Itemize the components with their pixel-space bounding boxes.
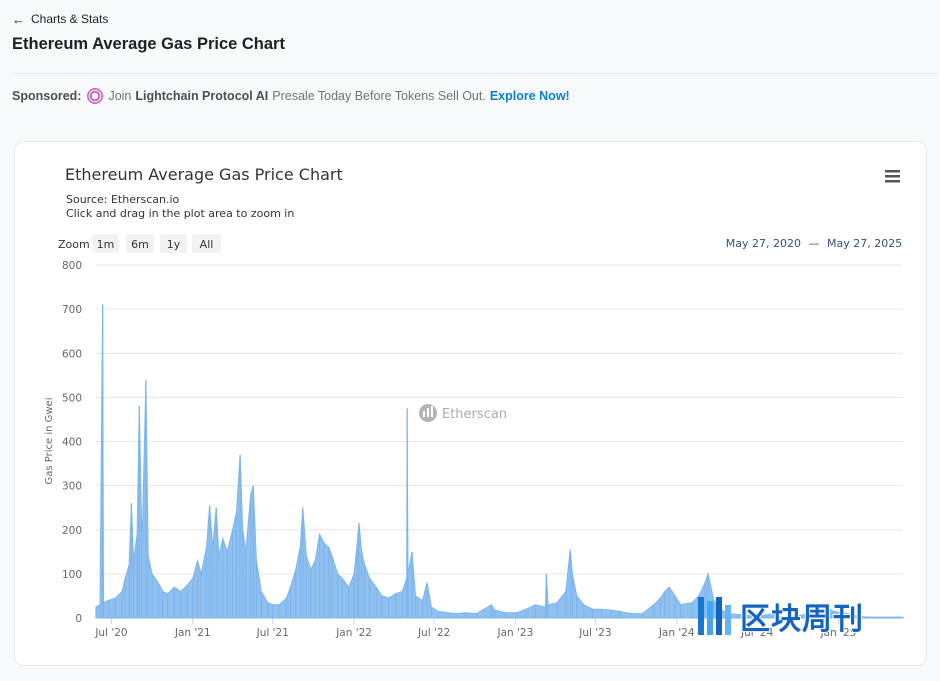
overlay-text: 区块周刊 — [739, 601, 864, 638]
x-tick-label: Jan '25 — [820, 627, 857, 639]
y-tick-label: 100 — [62, 569, 82, 581]
overlay-logo-icon — [690, 593, 736, 639]
zoom-6m-label: 6m — [131, 238, 149, 251]
y-tick-label: 0 — [75, 613, 82, 625]
hamburger-menu-icon — [885, 170, 900, 183]
gas-price-chart[interactable]: Ethereum Average Gas Price Chart Source:… — [15, 142, 926, 665]
watermark-text: Etherscan — [442, 407, 507, 422]
series-area — [95, 304, 904, 619]
arrow-left-icon: ← — [12, 11, 25, 27]
y-tick-label: 800 — [62, 260, 82, 272]
y-axis-title: Gas Price in Gwei — [44, 398, 55, 485]
y-tick-label: 600 — [62, 348, 82, 360]
x-tick-label: Jul '22 — [417, 627, 450, 639]
y-tick-label: 400 — [62, 437, 82, 449]
x-tick-label: Jan '22 — [335, 627, 372, 639]
zoom-button-6m[interactable]: 6m — [126, 234, 154, 253]
y-axis-ticks: 0 100 200 300 400 500 600 700 800 — [62, 260, 82, 625]
back-link-label: Charts & Stats — [31, 12, 109, 26]
y-tick-label: 300 — [62, 481, 82, 493]
x-tick-label: Jul '23 — [578, 627, 611, 639]
x-tick-label: Jul '20 — [94, 627, 127, 639]
explore-now-link[interactable]: Explore Now! — [489, 89, 570, 103]
sponsored-label: Sponsored: — [12, 89, 82, 103]
sponsored-text-post: Presale Today Before Tokens Sell Out. — [272, 89, 486, 103]
x-tick-label: Jul '21 — [256, 627, 289, 639]
zoom-1m-label: 1m — [97, 238, 115, 251]
sponsored-brand: Lightchain Protocol AI — [135, 89, 269, 103]
zoom-button-1y[interactable]: 1y — [160, 234, 187, 253]
chart-subtitle: Source: Etherscan.io — [66, 193, 180, 206]
gas-price-series — [95, 304, 904, 619]
range-end-date[interactable]: May 27, 2025 — [827, 237, 902, 250]
x-tick-label: Jan '21 — [174, 627, 211, 639]
chart-title: Ethereum Average Gas Price Chart — [65, 165, 343, 184]
zoom-button-1m[interactable]: 1m — [92, 234, 119, 253]
overlay-watermark: 区块周刊 — [690, 590, 864, 642]
page-title: Ethereum Average Gas Price Chart — [12, 35, 285, 53]
range-separator: — — [809, 237, 820, 250]
lightchain-logo-icon — [87, 88, 104, 104]
header-divider — [12, 73, 938, 74]
zoom-label: Zoom — [58, 238, 90, 251]
chart-menu-button[interactable] — [879, 164, 903, 186]
y-tick-label: 500 — [62, 392, 82, 404]
range-start-date[interactable]: May 27, 2020 — [726, 237, 801, 250]
sponsored-text-pre: Join — [108, 89, 132, 103]
x-tick-label: Jan '23 — [497, 627, 534, 639]
sponsored-banner: Sponsored: Join Lightchain Protocol AI P… — [12, 88, 570, 104]
zoom-all-label: All — [200, 238, 214, 251]
x-tick-label: Jan '24 — [658, 627, 695, 639]
chart-subtitle-hint: Click and drag in the plot area to zoom … — [66, 207, 294, 220]
chart-grid — [96, 264, 903, 619]
page-header: ← Charts & Stats Ethereum Average Gas Pr… — [0, 0, 940, 120]
y-tick-label: 200 — [62, 525, 82, 537]
zoom-button-all[interactable]: All — [192, 234, 221, 253]
etherscan-watermark: Etherscan — [419, 404, 507, 422]
x-tick-label: Jul '24 — [740, 627, 774, 639]
back-to-charts-link[interactable]: ← Charts & Stats — [12, 12, 108, 26]
y-tick-label: 700 — [62, 304, 82, 316]
chart-card: Ethereum Average Gas Price Chart Source:… — [14, 141, 927, 666]
zoom-1y-label: 1y — [167, 238, 181, 251]
